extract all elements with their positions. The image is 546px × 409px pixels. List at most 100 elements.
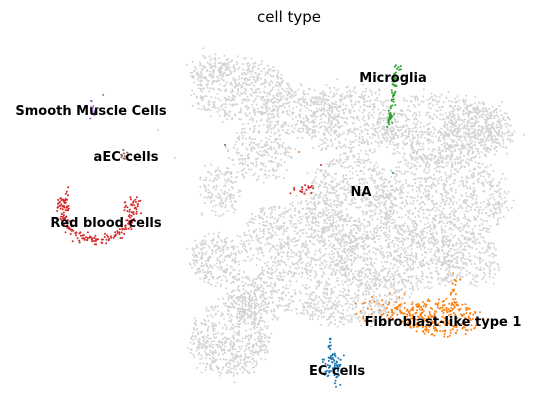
point-na xyxy=(226,210,229,213)
point-na xyxy=(493,153,496,156)
point-na xyxy=(242,175,245,178)
point-na xyxy=(423,168,426,171)
point-na xyxy=(268,84,271,87)
point-na xyxy=(317,131,320,134)
point-na xyxy=(388,228,391,231)
point-na xyxy=(373,150,376,153)
point-na xyxy=(231,158,234,161)
point-na xyxy=(302,130,305,132)
point-na xyxy=(418,131,421,133)
point-na xyxy=(442,101,445,104)
point-na xyxy=(471,131,474,134)
point-na xyxy=(434,135,437,138)
point-na xyxy=(444,138,447,141)
point-na xyxy=(231,88,234,91)
point-na xyxy=(258,91,261,94)
point-na xyxy=(463,213,466,216)
point-na xyxy=(302,89,305,92)
point-na xyxy=(466,123,469,126)
point-na xyxy=(311,220,314,223)
point-na xyxy=(332,192,334,195)
point-na xyxy=(292,107,294,110)
point-na xyxy=(380,139,383,142)
point-na xyxy=(362,213,365,216)
point-na xyxy=(399,206,402,209)
point-na xyxy=(455,124,457,127)
point-na xyxy=(295,105,298,108)
point-na xyxy=(495,141,498,144)
point-na xyxy=(357,152,360,155)
point-na xyxy=(209,201,212,204)
point-na xyxy=(428,185,431,188)
point-na xyxy=(276,162,279,165)
point-na xyxy=(275,120,278,123)
point-na xyxy=(325,264,328,267)
point-na xyxy=(207,189,210,192)
point-na xyxy=(264,71,267,74)
point-na xyxy=(332,233,335,236)
point-na xyxy=(428,190,430,193)
point-na xyxy=(369,214,372,217)
point-na xyxy=(385,105,388,108)
point-na xyxy=(272,102,275,105)
point-na xyxy=(192,259,195,262)
point-na xyxy=(406,170,409,173)
point-na xyxy=(388,206,391,209)
point-na xyxy=(469,208,472,211)
point-na xyxy=(244,137,247,140)
point-na xyxy=(334,100,337,103)
point-na xyxy=(358,161,361,164)
point-na xyxy=(508,118,511,120)
point-na xyxy=(381,133,384,135)
point-na xyxy=(393,137,396,140)
point-na xyxy=(329,116,332,119)
point-na xyxy=(300,108,302,111)
point-na xyxy=(298,258,301,261)
point-na xyxy=(504,119,507,122)
point-na xyxy=(193,93,196,96)
point-na xyxy=(465,195,468,198)
point-na xyxy=(313,204,316,207)
point-na xyxy=(225,264,228,267)
point-na xyxy=(349,178,352,180)
point-na xyxy=(216,248,219,251)
point-na xyxy=(363,103,366,106)
point-na xyxy=(471,197,474,200)
point-na xyxy=(205,196,208,199)
point-na xyxy=(358,164,361,167)
point-na xyxy=(270,116,273,119)
point-na xyxy=(228,73,231,76)
point-na xyxy=(233,163,235,166)
point-na xyxy=(368,224,371,227)
point-na xyxy=(405,120,407,122)
point-na xyxy=(403,142,406,145)
point-na xyxy=(333,131,335,134)
point-na xyxy=(476,215,479,218)
point-na xyxy=(437,180,439,182)
point-na xyxy=(259,111,262,114)
point-na xyxy=(305,232,308,234)
point-na xyxy=(412,202,414,205)
point-na xyxy=(478,212,481,215)
point-na xyxy=(454,127,457,130)
point-na xyxy=(226,267,229,270)
point-na xyxy=(313,243,316,246)
point-na xyxy=(462,217,465,219)
point-na xyxy=(381,103,384,105)
point-na xyxy=(467,231,470,233)
point-na xyxy=(287,151,290,154)
point-na xyxy=(328,103,331,106)
point-na xyxy=(374,185,377,188)
point-na xyxy=(297,88,300,91)
point-na xyxy=(216,75,219,78)
point-na xyxy=(223,62,226,65)
point-na xyxy=(464,215,467,218)
point-na xyxy=(305,224,308,227)
point-na xyxy=(332,117,335,120)
point-na xyxy=(337,105,340,108)
point-na xyxy=(303,101,306,104)
point-na xyxy=(214,214,217,216)
point-na xyxy=(375,192,378,195)
point-na xyxy=(284,106,286,109)
point-na xyxy=(420,136,422,139)
